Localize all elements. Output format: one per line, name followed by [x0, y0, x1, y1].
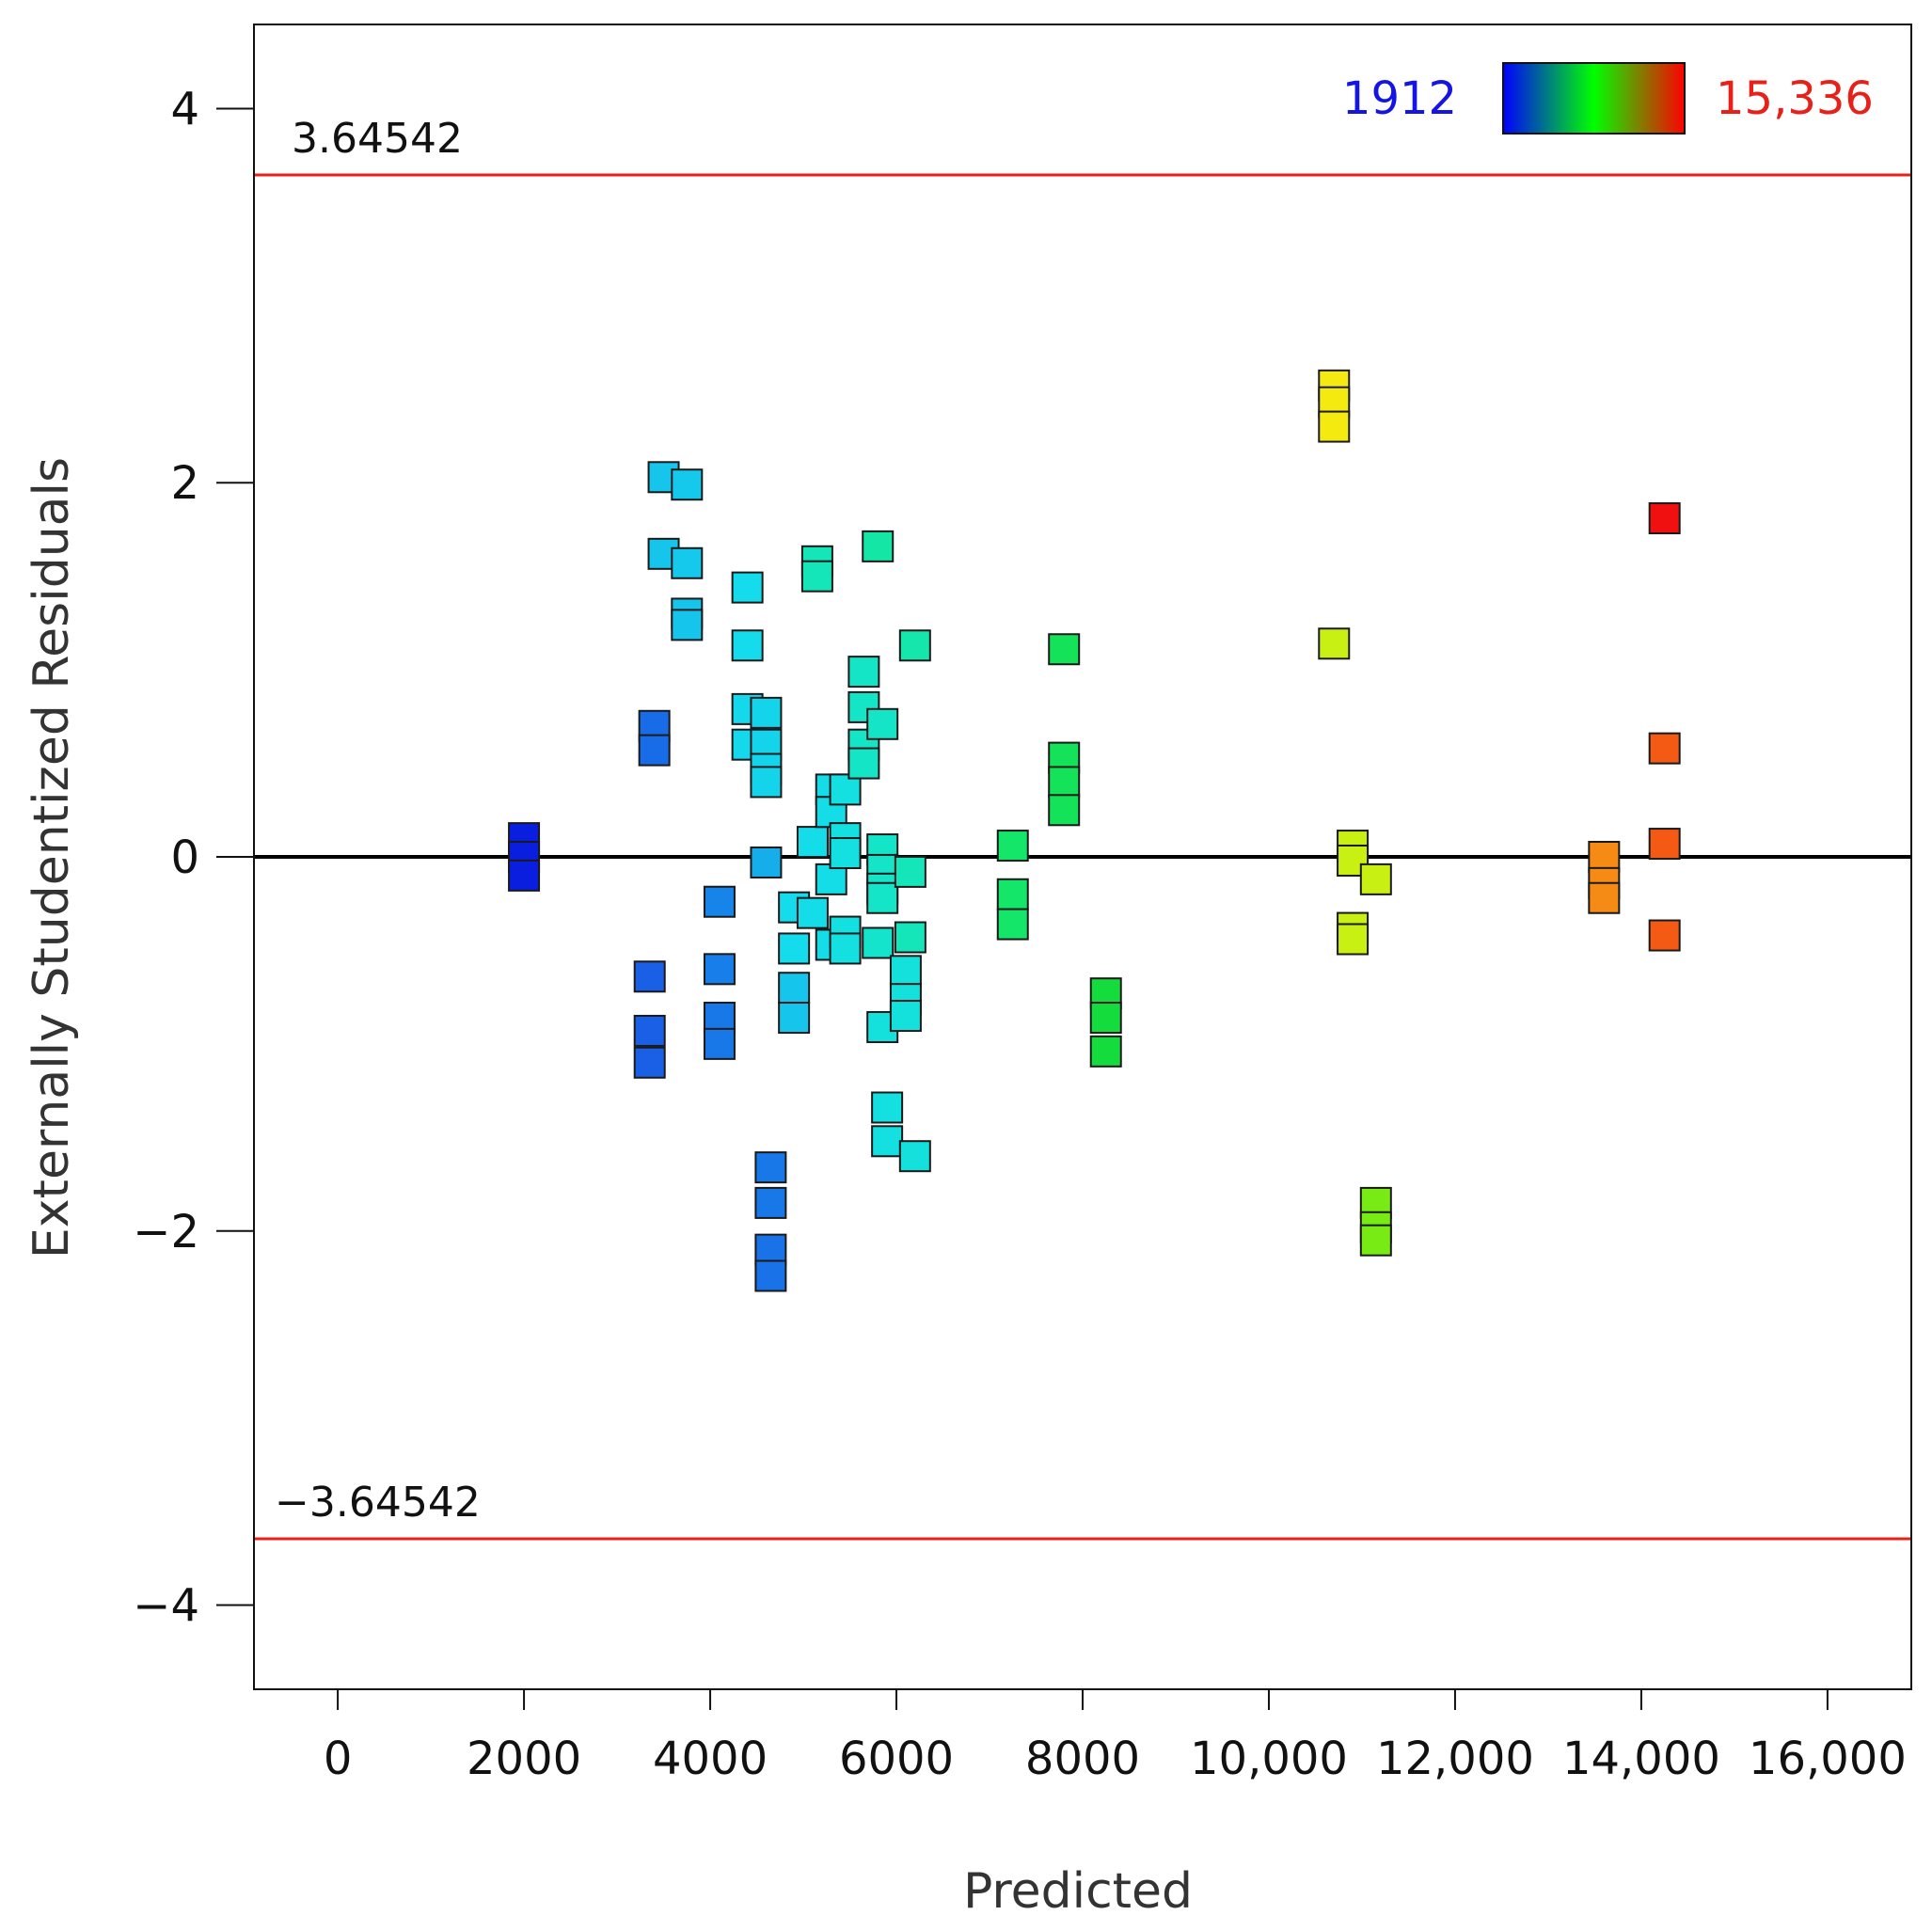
color-legend: 1912 15,336 [1342, 62, 1874, 135]
data-point [750, 696, 783, 729]
data-point [889, 955, 922, 988]
data-point [703, 885, 736, 918]
x-tick-label: 12,000 [1376, 1733, 1534, 1785]
data-point [829, 837, 862, 870]
data-point [996, 830, 1029, 863]
lower-limit-label: −3.64542 [275, 1479, 481, 1527]
data-point [1359, 1224, 1392, 1257]
data-point [796, 896, 829, 929]
data-point [829, 932, 862, 965]
data-point [754, 1151, 787, 1184]
data-point [1648, 828, 1681, 861]
x-tick-label: 16,000 [1749, 1733, 1907, 1785]
data-point [754, 1259, 787, 1292]
x-tick-label: 2000 [467, 1733, 581, 1785]
data-point [508, 859, 541, 892]
data-point [778, 1002, 811, 1035]
x-tick-label: 10,000 [1190, 1733, 1348, 1785]
data-point [731, 571, 764, 604]
data-point [754, 1186, 787, 1219]
data-point [847, 656, 880, 689]
data-point [778, 972, 811, 1005]
data-point [847, 747, 880, 780]
data-point [703, 953, 736, 986]
data-point [1588, 881, 1621, 914]
data-point [1648, 732, 1681, 765]
y-tick-label: 2 [170, 457, 199, 510]
data-point [778, 932, 811, 965]
data-point [1048, 633, 1081, 666]
data-point [862, 530, 895, 562]
data-point [866, 881, 899, 914]
data-point [703, 1002, 736, 1035]
data-point [996, 878, 1029, 910]
data-point [1089, 1035, 1122, 1068]
data-point [1337, 923, 1370, 956]
legend-max-label: 15,336 [1716, 72, 1874, 125]
y-tick-label: 0 [170, 831, 199, 884]
y-tick-label: −4 [133, 1580, 199, 1633]
data-point [1048, 794, 1081, 827]
data-point [866, 707, 899, 740]
x-tick-label: 8000 [1025, 1733, 1140, 1785]
data-point [1648, 502, 1681, 535]
x-tick-label: 0 [324, 1733, 353, 1785]
x-tick-label: 4000 [653, 1733, 768, 1785]
data-point [815, 863, 847, 895]
y-tick-label: 4 [170, 83, 199, 135]
data-point [754, 1233, 787, 1266]
data-point [829, 773, 862, 806]
data-point [871, 1125, 904, 1158]
data-point [1588, 841, 1621, 873]
legend-min-label: 1912 [1342, 72, 1457, 125]
y-tick-label: −2 [133, 1206, 199, 1258]
data-point [996, 908, 1029, 941]
data-point [638, 734, 671, 767]
data-point [671, 609, 704, 641]
data-point [633, 1046, 666, 1079]
data-point [1089, 1002, 1122, 1035]
data-point [796, 826, 829, 859]
data-point [671, 546, 704, 579]
data-point [750, 846, 783, 878]
data-point [633, 960, 666, 993]
upper-limit-label: 3.64542 [292, 115, 463, 163]
data-point [750, 766, 783, 799]
x-tick-label: 14,000 [1562, 1733, 1720, 1785]
data-point [1318, 410, 1351, 443]
data-point [894, 921, 926, 954]
data-point [1318, 627, 1351, 660]
data-point [889, 1000, 922, 1033]
data-point [1648, 919, 1681, 952]
data-point [633, 1014, 666, 1047]
legend-gradient-bar [1502, 62, 1686, 135]
data-point [1359, 863, 1392, 895]
data-point [898, 1140, 931, 1173]
data-point [862, 926, 895, 959]
data-point [898, 629, 931, 662]
data-point [703, 1027, 736, 1060]
data-point [731, 629, 764, 662]
data-point [800, 560, 833, 593]
y-axis-title: Externally Studentized Residuals [24, 457, 80, 1258]
data-point [1048, 766, 1081, 799]
data-point [871, 1091, 904, 1124]
x-tick-label: 6000 [839, 1733, 954, 1785]
x-axis-title: Predicted [963, 1863, 1193, 1920]
data-point [671, 468, 704, 501]
data-point [894, 855, 926, 888]
